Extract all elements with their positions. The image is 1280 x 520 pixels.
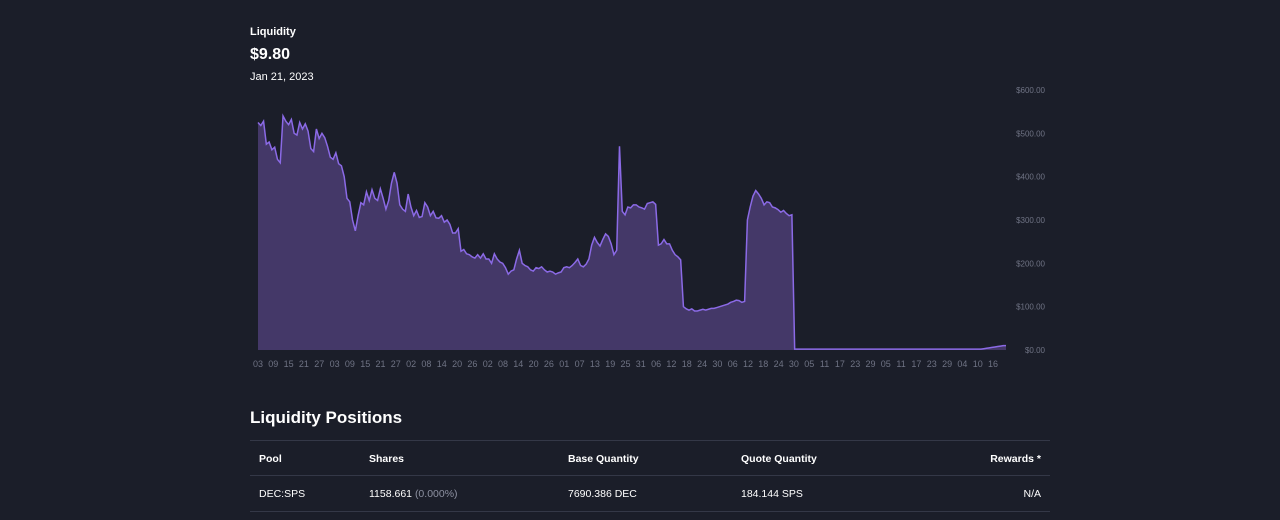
x-tick-label: 12 [743, 359, 753, 369]
x-tick-label: 26 [467, 359, 477, 369]
y-tick-label: $400.00 [1016, 173, 1045, 182]
x-tick-label: 08 [421, 359, 431, 369]
x-tick-label: 07 [575, 359, 585, 369]
column-header-shares: Shares [369, 453, 405, 465]
shares-cell: 1158.661 (0.000%) [369, 476, 458, 512]
x-tick-label: 24 [774, 359, 784, 369]
x-tick-label: 20 [452, 359, 462, 369]
y-tick-label: $500.00 [1016, 129, 1045, 138]
base-quantity-cell: 7690.386 DEC [568, 488, 637, 500]
y-tick-label: $200.00 [1016, 259, 1045, 268]
y-tick-label: $600.00 [1016, 86, 1045, 95]
x-tick-label: 29 [942, 359, 952, 369]
x-tick-label: 17 [835, 359, 845, 369]
x-tick-label: 24 [697, 359, 707, 369]
column-header-base-quantity: Base Quantity [568, 453, 639, 465]
x-tick-label: 25 [620, 359, 630, 369]
x-tick-label: 08 [498, 359, 508, 369]
positions-title: Liquidity Positions [250, 408, 403, 427]
x-tick-label: 26 [544, 359, 554, 369]
x-tick-label: 12 [666, 359, 676, 369]
x-tick-label: 16 [988, 359, 998, 369]
x-tick-label: 19 [605, 359, 615, 369]
x-tick-label: 17 [911, 359, 921, 369]
shares-percent: (0.000%) [414, 488, 458, 500]
current-value: $9.80 [250, 46, 291, 63]
x-tick-label: 15 [360, 359, 370, 369]
x-tick-label: 09 [345, 359, 355, 369]
x-tick-label: 01 [559, 359, 569, 369]
x-tick-label: 30 [789, 359, 799, 369]
x-tick-label: 03 [253, 359, 263, 369]
x-tick-label: 31 [636, 359, 646, 369]
pool-cell: DEC:SPS [259, 488, 306, 500]
x-tick-label: 03 [330, 359, 340, 369]
column-header-pool: Pool [259, 453, 282, 465]
rewards-cell: N/A [1023, 488, 1041, 500]
x-tick-label: 13 [590, 359, 600, 369]
x-tick-label: 06 [651, 359, 661, 369]
x-tick-label: 04 [957, 359, 967, 369]
x-tick-label: 05 [881, 359, 891, 369]
x-tick-label: 02 [483, 359, 493, 369]
x-tick-label: 30 [712, 359, 722, 369]
x-tick-label: 18 [758, 359, 768, 369]
x-tick-label: 15 [284, 359, 294, 369]
liquidity-area [258, 116, 1006, 350]
table-row[interactable]: DEC:SPS 1158.661 (0.000%) 7690.386 DEC 1… [250, 476, 1050, 512]
quote-quantity-cell: 184.144 SPS [741, 488, 803, 500]
column-header-rewards: Rewards * [990, 453, 1041, 465]
liquidity-panel: Liquidity $9.80 Jan 21, 2023 $0.00 $100.0… [250, 0, 1050, 520]
liquidity-line [257, 113, 1006, 350]
x-tick-label: 20 [529, 359, 539, 369]
x-tick-label: 29 [865, 359, 875, 369]
x-tick-label: 09 [268, 359, 278, 369]
x-tick-label: 21 [299, 359, 309, 369]
x-tick-label: 18 [682, 359, 692, 369]
x-tick-label: 27 [314, 359, 324, 369]
x-tick-label: 23 [927, 359, 937, 369]
x-tick-label: 05 [804, 359, 814, 369]
x-tick-label: 10 [973, 359, 983, 369]
liquidity-chart[interactable]: $0.00 $100.00 $200.00 $300.00 $400.00 $500.00… [250, 80, 1050, 380]
column-header-quote-quantity: Quote Quantity [741, 453, 817, 465]
x-tick-label: 27 [391, 359, 401, 369]
y-tick-label: $0.00 [1025, 346, 1046, 355]
x-tick-label: 11 [896, 359, 905, 369]
shares-value: 1158.661 [369, 488, 413, 500]
x-tick-label: 21 [375, 359, 385, 369]
y-tick-label: $300.00 [1016, 216, 1045, 225]
table-header: Pool Shares Base Quantity Quote Quantity… [250, 440, 1050, 476]
x-tick-label: 06 [728, 359, 738, 369]
x-tick-label: 11 [820, 359, 829, 369]
y-tick-label: $100.00 [1016, 303, 1045, 312]
x-tick-label: 14 [437, 359, 447, 369]
x-tick-label: 02 [406, 359, 416, 369]
positions-table: Pool Shares Base Quantity Quote Quantity… [250, 440, 1050, 512]
chart-title: Liquidity [250, 26, 296, 38]
x-tick-label: 23 [850, 359, 860, 369]
x-tick-label: 14 [513, 359, 523, 369]
current-date: Jan 21, 2023 [250, 71, 314, 83]
